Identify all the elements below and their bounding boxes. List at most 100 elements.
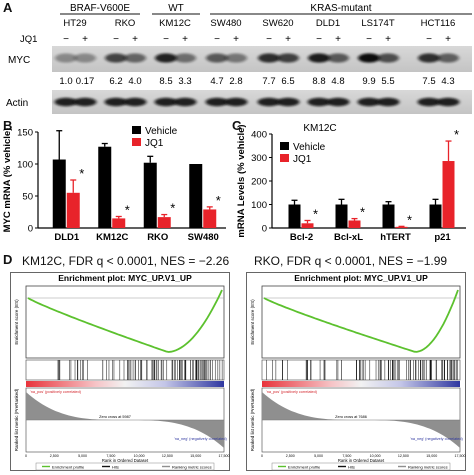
myc-band	[418, 53, 440, 63]
rank-y-label: Ranked list metric (PreRanked)	[250, 388, 255, 451]
x-tick-label: 10,000	[370, 454, 381, 458]
panel-label-c: C	[232, 118, 242, 133]
actin-band	[276, 97, 300, 107]
myc-band	[327, 53, 349, 63]
treatment-sign: +	[285, 34, 291, 45]
actin-band	[357, 97, 381, 107]
significance-star: *	[125, 202, 130, 217]
bar-jq1	[395, 226, 408, 228]
legend-label: Vehicle	[145, 126, 178, 137]
myc-band	[155, 53, 177, 63]
significance-star: *	[360, 205, 365, 220]
myc-quant-value: 6.5	[281, 76, 294, 87]
cell-line-label: DLD1	[316, 18, 340, 29]
myc-band	[258, 53, 280, 63]
legend-swatch-jq1	[132, 138, 141, 146]
myc-band	[358, 53, 380, 63]
x-category-label: p21	[434, 232, 451, 243]
bar-jq1	[348, 220, 361, 228]
myc-quant-value: 1.0	[59, 76, 72, 87]
bar-jq1	[112, 218, 126, 228]
x-tick-label: 17,500	[455, 454, 466, 458]
actin-row-label: Actin	[6, 98, 28, 109]
legend-label: Hits	[348, 465, 355, 470]
myc-quant-value: 2.8	[229, 76, 242, 87]
x-tick-label: 15,000	[190, 454, 201, 458]
chart-title: KM12C	[303, 123, 336, 134]
x-tick-label: 7,500	[106, 454, 115, 458]
legend-label: Ranking metric scores	[172, 465, 212, 470]
y-tick-label: 0	[262, 224, 267, 235]
ranking-color-bar	[262, 381, 460, 387]
bar-vehicle	[143, 162, 157, 228]
jq1-row-label: JQ1	[20, 34, 37, 45]
x-category-label: KM12C	[96, 232, 128, 243]
y-tick-label: 100	[17, 160, 33, 171]
myc-band	[105, 53, 127, 63]
actin-band	[73, 97, 97, 107]
actin-band	[173, 97, 197, 107]
legend-swatch-vehicle	[132, 126, 141, 134]
rank-y-label: Ranked list metric (PreRanked)	[14, 388, 19, 451]
bar-vehicle	[429, 204, 442, 228]
x-category-label: Bcl-2	[290, 232, 313, 243]
es-plot-area	[25, 285, 225, 359]
treatment-sign: +	[182, 34, 188, 45]
x-category-label: Bcl-xL	[334, 232, 363, 243]
y-tick-label: 300	[251, 153, 267, 164]
positive-correlation-label: 'na_pos' (positively correlated)	[30, 390, 82, 394]
x-tick-label: 2,500	[286, 454, 295, 458]
cell-line-label: LS174T	[361, 18, 394, 29]
myc-quant-value: 4.0	[128, 76, 141, 87]
legend-label: Vehicle	[293, 142, 326, 153]
y-tick-label: 100	[251, 200, 267, 211]
x-axis-label: Rank in Ordered Dataset	[338, 458, 385, 463]
myc-band	[225, 53, 247, 63]
ranking-color-bar	[26, 381, 224, 387]
x-tick-label: 12,500	[398, 454, 409, 458]
negative-correlation-label: 'na_neg' (negatively correlated)	[174, 437, 227, 441]
x-tick-label: 7,500	[342, 454, 351, 458]
enrichment-profile-line	[27, 289, 223, 353]
legend-swatch-vehicle	[280, 142, 289, 150]
myc-quant-value: 4.8	[331, 76, 344, 87]
negative-correlation-label: 'na_neg' (negatively correlated)	[410, 437, 463, 441]
legend-label: Hits	[112, 465, 119, 470]
myc-quant-value: 8.8	[312, 76, 325, 87]
myc-quant-value: 4.7	[210, 76, 223, 87]
x-category-label: DLD1	[54, 232, 80, 243]
myc-band	[55, 53, 77, 63]
myc-band	[206, 53, 228, 63]
legend-label: JQ1	[293, 154, 312, 165]
x-tick-label: 2,500	[50, 454, 59, 458]
gsea-title-km12c: KM12C, FDR q < 0.0001, NES = −2.26	[22, 254, 230, 268]
legend-label: Ranking metric scores	[408, 465, 448, 470]
x-category-label: RKO	[147, 232, 168, 243]
treatment-sign: +	[233, 34, 239, 45]
cell-line-label: SW480	[210, 18, 241, 29]
cell-line-label: KM12C	[159, 18, 191, 29]
significance-star: *	[216, 193, 221, 208]
significance-star: *	[79, 166, 84, 181]
significance-star: *	[407, 212, 412, 227]
y-tick-label: 200	[251, 177, 267, 188]
treatment-sign: +	[82, 34, 88, 45]
treatment-sign: +	[385, 34, 391, 45]
legend-label: Enrichment profile	[52, 465, 85, 470]
genotype-group-label: WT	[168, 3, 184, 14]
x-tick-label: 12,500	[162, 454, 173, 458]
actin-band	[154, 97, 178, 107]
treatment-sign: −	[63, 34, 69, 45]
actin-band	[205, 97, 229, 107]
myc-quant-value: 5.5	[381, 76, 394, 87]
x-category-label: hTERT	[380, 232, 411, 243]
myc-row-label: MYC	[8, 55, 30, 66]
x-tick-label: 5,000	[78, 454, 87, 458]
treatment-sign: −	[366, 34, 372, 45]
cell-line-label: SW620	[262, 18, 293, 29]
myc-band	[437, 53, 459, 63]
significance-star: *	[170, 201, 175, 216]
myc-band	[74, 53, 96, 63]
y-axis-label: MYC mRNA (% vehicle)	[2, 128, 13, 233]
treatment-sign: −	[214, 34, 220, 45]
